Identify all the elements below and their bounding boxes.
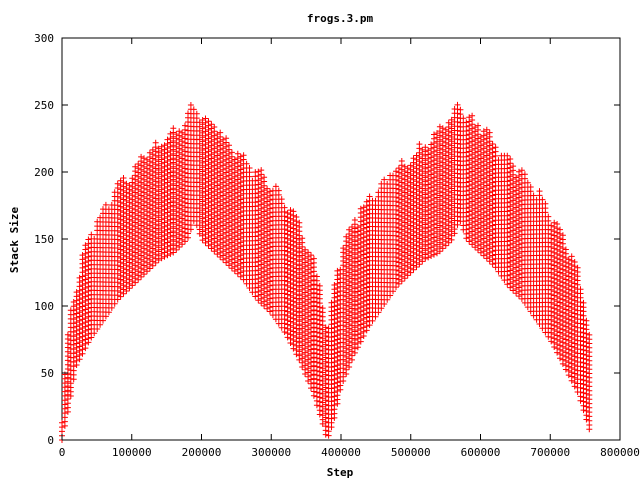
- y-tick-label: 300: [34, 32, 54, 45]
- x-tick-label: 400000: [321, 446, 361, 459]
- x-tick-label: 700000: [530, 446, 570, 459]
- y-tick-label: 100: [34, 300, 54, 313]
- x-tick-label: 200000: [182, 446, 222, 459]
- y-tick-label: 200: [34, 166, 54, 179]
- x-tick-label: 0: [59, 446, 66, 459]
- x-tick-label: 300000: [251, 446, 291, 459]
- x-tick-label: 600000: [461, 446, 501, 459]
- y-tick-label: 50: [41, 367, 54, 380]
- x-tick-label: 100000: [112, 446, 152, 459]
- data-points: [59, 101, 593, 443]
- y-axis-label: Stack Size: [8, 207, 21, 274]
- y-tick-label: 250: [34, 99, 54, 112]
- axis-ticks: 0 100000 200000 300000 400000 500000 600000 700…: [34, 32, 640, 459]
- x-tick-label: 500000: [391, 446, 431, 459]
- plus-markers: [59, 101, 593, 443]
- y-tick-label: 150: [34, 233, 54, 246]
- x-tick-label: 800000: [600, 446, 640, 459]
- x-axis-label: Step: [327, 466, 354, 479]
- chart-title: frogs.3.pm: [307, 12, 374, 25]
- y-tick-label: 0: [47, 434, 54, 447]
